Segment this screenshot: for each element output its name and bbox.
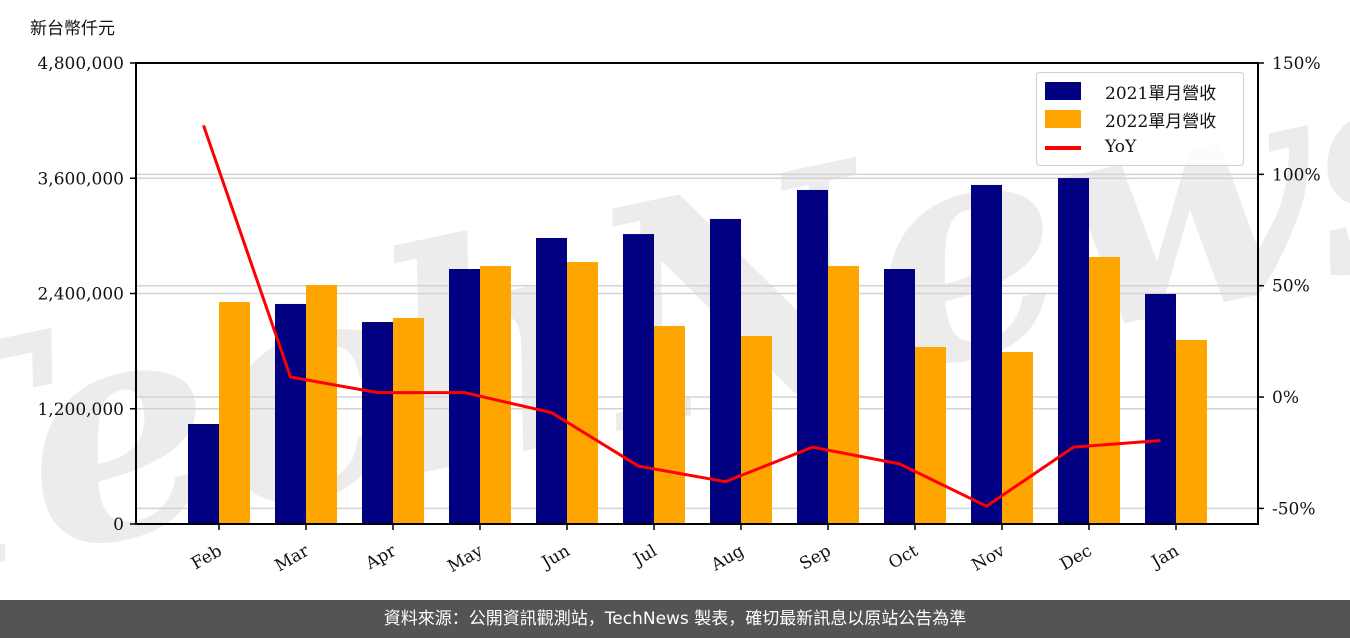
bar-2022-jun bbox=[567, 261, 598, 524]
legend-item-yoy: YoY bbox=[1045, 135, 1136, 159]
bar-2022-jan bbox=[1176, 339, 1207, 524]
y-tick-label: 4,800,000 bbox=[37, 54, 124, 74]
bar-series bbox=[188, 178, 1207, 525]
x-tick-label-oct: Oct bbox=[885, 541, 921, 574]
bar-2021-apr bbox=[362, 322, 393, 524]
source-footer: 資料來源：公開資訊觀測站，TechNews 製表，確切最新訊息以原站公告為準 bbox=[0, 600, 1350, 638]
bar-2022-jul bbox=[654, 325, 685, 524]
bar-2021-mar bbox=[275, 303, 306, 524]
bar-2021-jul bbox=[623, 234, 654, 524]
y2-tick-label: 0% bbox=[1272, 388, 1299, 408]
x-tick-label-jun: Jun bbox=[537, 541, 574, 574]
bar-2021-sep bbox=[797, 189, 828, 524]
y2-tick-label: -50% bbox=[1272, 499, 1316, 519]
bar-2022-feb bbox=[219, 302, 250, 524]
bar-2022-nov bbox=[1002, 351, 1033, 524]
bar-2022-apr bbox=[393, 317, 424, 524]
left-y-axis-ticks: 0 1,200,000 2,400,000 3,600,000 4,800,000 bbox=[37, 54, 136, 535]
bar-2022-aug bbox=[741, 336, 772, 524]
bar-2021-dec bbox=[1058, 178, 1089, 524]
y-tick-label: 1,200,000 bbox=[37, 400, 124, 420]
legend-swatch-2022 bbox=[1045, 110, 1081, 128]
yoy-line-series bbox=[202, 124, 1161, 508]
y-tick-label: 3,600,000 bbox=[37, 169, 124, 189]
bar-2021-oct bbox=[884, 269, 915, 524]
bar-2022-may bbox=[480, 266, 511, 524]
y-axis-unit-label: 新台幣仟元 bbox=[30, 19, 115, 39]
bar-2022-oct bbox=[915, 346, 946, 524]
bar-2022-mar bbox=[306, 285, 337, 524]
x-tick-label-jan: Jan bbox=[1147, 541, 1183, 573]
bar-2021-aug bbox=[710, 218, 741, 524]
legend-line-yoy bbox=[1045, 146, 1081, 150]
y2-tick-label: 150% bbox=[1272, 54, 1321, 74]
x-tick-label-may: May bbox=[444, 541, 487, 577]
y2-tick-label: 100% bbox=[1272, 165, 1321, 185]
x-tick-label-jul: Jul bbox=[629, 541, 661, 571]
y-tick-label: 2,400,000 bbox=[37, 285, 124, 305]
x-tick-label-dec: Dec bbox=[1057, 541, 1096, 575]
bar-2021-jan bbox=[1145, 293, 1176, 524]
y2-tick-label: 50% bbox=[1272, 277, 1310, 297]
y-tick-label: 0 bbox=[113, 515, 124, 535]
legend-item-2022: 2022單月營收 bbox=[1045, 107, 1217, 132]
x-tick-label-aug: Aug bbox=[707, 541, 748, 576]
yoy-line bbox=[202, 124, 1161, 508]
bar-2021-feb bbox=[188, 424, 219, 524]
bar-2021-nov bbox=[971, 184, 1002, 525]
legend-label-2021: 2021單月營收 bbox=[1105, 83, 1217, 104]
chart-legend: 2021單月營收 2022單月營收 YoY bbox=[1036, 72, 1244, 166]
legend-label-2022: 2022單月營收 bbox=[1105, 111, 1217, 132]
right-y-axis-ticks: -50% 0% 50% 100% 150% bbox=[1258, 54, 1321, 519]
bar-2022-dec bbox=[1089, 257, 1120, 524]
legend-swatch-2021 bbox=[1045, 82, 1081, 100]
legend-label-yoy: YoY bbox=[1105, 137, 1137, 157]
bar-2021-jun bbox=[536, 237, 567, 524]
bar-2022-sep bbox=[828, 266, 859, 524]
x-tick-label-sep: Sep bbox=[796, 541, 834, 575]
legend-item-2021: 2021單月營收 bbox=[1045, 79, 1217, 104]
x-tick-label-nov: Nov bbox=[968, 541, 1008, 576]
